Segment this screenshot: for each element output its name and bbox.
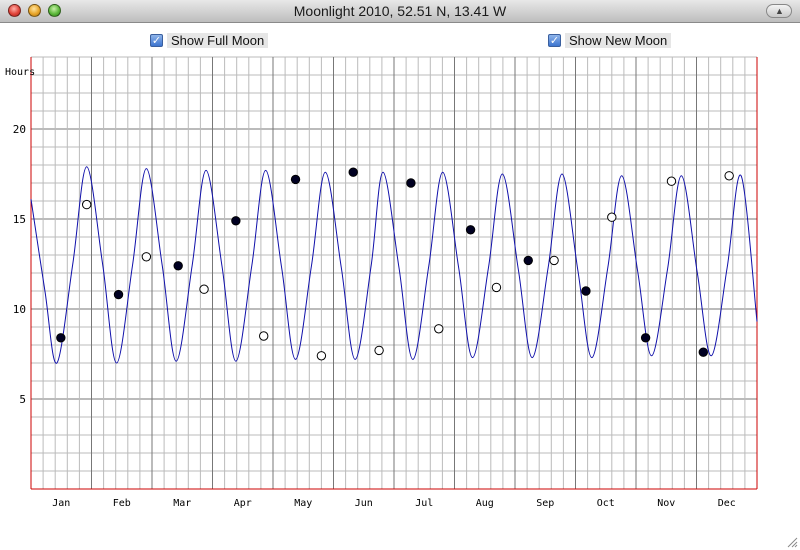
x-tick-label: Mar	[173, 498, 191, 509]
y-axis-label: Hours	[5, 67, 35, 78]
moonlight-hours-line	[30, 166, 758, 364]
y-tick-label: 10	[13, 303, 26, 316]
y-tick-label: 15	[13, 213, 26, 226]
window-title: Moonlight 2010, 52.51 N, 13.41 W	[293, 3, 507, 19]
full-moon-point	[465, 225, 476, 235]
full-moon-checkbox-icon[interactable]: ✓	[150, 33, 163, 47]
full-moon-point	[698, 347, 708, 357]
title-bar: Moonlight 2010, 52.51 N, 13.41 W ▲	[0, 0, 800, 23]
toolbar-toggle-icon: ▲	[775, 6, 784, 16]
x-tick-label: Dec	[718, 498, 736, 509]
close-window-icon[interactable]	[8, 4, 21, 17]
x-tick-label: Oct	[597, 498, 615, 509]
new-moon-point	[81, 199, 92, 210]
grid	[30, 56, 758, 490]
full-moon-point	[523, 255, 533, 266]
x-tick-label: Jun	[355, 498, 373, 509]
new-moon-point	[199, 284, 209, 294]
x-tick-label: Feb	[113, 498, 131, 509]
new-moon-checkbox-icon[interactable]: ✓	[548, 33, 561, 47]
full-moon-toggle[interactable]: ✓ Show Full Moon	[150, 30, 269, 50]
zoom-window-icon[interactable]	[48, 4, 61, 17]
x-tick-label: Apr	[234, 498, 252, 509]
full-moon-point	[290, 174, 301, 185]
new-moon-point	[724, 171, 734, 181]
new-moon-point	[491, 282, 502, 293]
new-moon-point	[549, 255, 559, 266]
new-moon-point	[316, 351, 327, 361]
y-tick-label: 5	[19, 393, 26, 406]
new-moon-point	[374, 345, 384, 356]
new-moon-point	[141, 252, 152, 262]
new-moon-label: Show New Moon	[565, 32, 672, 48]
new-moon-point	[607, 212, 617, 222]
x-tick-label: May	[294, 498, 312, 509]
full-moon-label: Show Full Moon	[167, 32, 269, 48]
x-tick-label: Aug	[476, 498, 494, 509]
full-moon-point	[581, 286, 591, 296]
y-tick-label: 20	[13, 123, 26, 136]
new-moon-point	[434, 324, 444, 334]
x-tick-label: Sep	[536, 498, 554, 509]
new-moon-point	[259, 331, 269, 341]
full-moon-point	[56, 333, 66, 343]
full-moon-point	[173, 261, 183, 271]
x-tick-label: Nov	[657, 498, 675, 509]
x-tick-label: Jul	[415, 498, 433, 509]
new-moon-toggle[interactable]: ✓ Show New Moon	[548, 30, 672, 50]
x-tick-label: Jan	[52, 498, 70, 509]
moonlight-chart: 5 10 15 20 Hours Jan Feb Mar Apr May Jun Jul Aug Sep O…	[5, 56, 758, 509]
full-moon-point	[640, 333, 651, 343]
new-moon-point	[666, 176, 677, 186]
minimize-window-icon[interactable]	[28, 4, 41, 17]
full-moon-point	[348, 167, 358, 177]
full-moon-point	[113, 289, 124, 300]
resize-grip-icon[interactable]	[786, 536, 798, 548]
full-moon-point	[406, 178, 416, 188]
toolbar-toggle-button[interactable]: ▲	[766, 4, 792, 18]
full-moon-point	[231, 216, 241, 226]
